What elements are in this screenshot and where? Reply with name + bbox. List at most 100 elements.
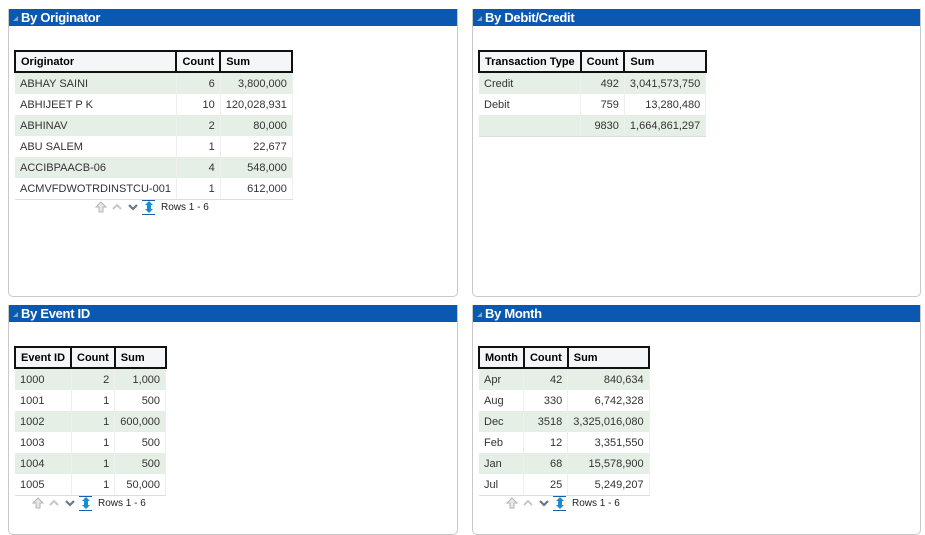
- cell-month: Apr: [479, 368, 525, 390]
- cell-count: 10: [176, 94, 221, 115]
- table-row: Aug 330 6,742,328: [479, 390, 650, 411]
- column-header-count[interactable]: Count: [579, 50, 626, 73]
- originator-table: Originator Count Sum ABHAY SAINI 6 3,800,0…: [13, 50, 294, 200]
- cell-count: 1: [176, 178, 221, 200]
- cell-sum: 3,800,000: [220, 72, 293, 94]
- panel-by-originator: By Originator Originator Count Sum ABHAY…: [8, 9, 458, 297]
- cell-month: Aug: [479, 390, 525, 411]
- column-header-count[interactable]: Count: [175, 50, 222, 73]
- panel-by-debit-credit: By Debit/Credit Transaction Type Count S…: [472, 9, 921, 297]
- table-row: 1001 1 500: [15, 390, 167, 411]
- cell-sum: 1,000: [114, 368, 167, 390]
- cell-count: 12: [523, 432, 569, 453]
- panel-title: By Month: [485, 306, 542, 321]
- next-page-icon[interactable]: [537, 497, 550, 510]
- cell-event-id: 1005: [15, 474, 72, 496]
- cell-count: 1: [176, 136, 221, 157]
- cell-count: 2: [71, 368, 116, 390]
- first-page-icon[interactable]: [31, 497, 44, 510]
- cell-count: 492: [580, 72, 625, 94]
- cell-sum: 3,351,550: [567, 432, 650, 453]
- cell-count: 1: [71, 453, 116, 474]
- table-row: ABHIJEET P K 10 120,028,931: [15, 94, 293, 115]
- table-row: ABHINAV 2 80,000: [15, 115, 293, 136]
- cell-sum: 15,578,900: [567, 453, 650, 474]
- cell-sum: 600,000: [114, 411, 167, 432]
- panel-title: By Debit/Credit: [485, 10, 575, 25]
- show-all-rows-icon[interactable]: [553, 495, 566, 511]
- cell-sum: 840,634: [567, 368, 650, 390]
- cell-sum: 3,325,016,080: [567, 411, 650, 432]
- next-page-icon[interactable]: [63, 497, 76, 510]
- panel-header-event-id[interactable]: By Event ID: [9, 305, 457, 322]
- column-header-month[interactable]: Month: [478, 346, 525, 369]
- next-page-icon[interactable]: [126, 201, 139, 214]
- cell-sum: 50,000: [114, 474, 167, 496]
- cell-count: 42: [523, 368, 569, 390]
- table-header-row: Event ID Count Sum: [13, 346, 167, 369]
- table-row: 1000 2 1,000: [15, 368, 167, 390]
- cell-sum: 500: [114, 453, 167, 474]
- cell-sum: 22,677: [220, 136, 293, 157]
- column-header-count[interactable]: Count: [522, 346, 569, 369]
- cell-event-id: 1003: [15, 432, 72, 453]
- cell-originator: ABHINAV: [15, 115, 177, 136]
- previous-page-icon[interactable]: [110, 201, 123, 214]
- table-header-row: Month Count Sum: [478, 346, 651, 369]
- cell-originator: ABU SALEM: [15, 136, 177, 157]
- first-page-icon[interactable]: [505, 497, 518, 510]
- cell-sum: 3,041,573,750: [624, 72, 707, 94]
- cell-month: Jul: [479, 474, 525, 496]
- collapse-triangle-icon[interactable]: [13, 312, 18, 317]
- panel-header-month[interactable]: By Month: [473, 305, 920, 322]
- table-row: Jan 68 15,578,900: [479, 453, 650, 474]
- cell-month: Jan: [479, 453, 525, 474]
- column-header-sum[interactable]: Sum: [623, 50, 707, 73]
- column-header-event-id[interactable]: Event ID: [13, 346, 73, 369]
- cell-sum: 500: [114, 390, 167, 411]
- cell-month: Dec: [479, 411, 525, 432]
- cell-sum: 120,028,931: [220, 94, 293, 115]
- table-row: ACMVFDWOTRDINSTCU-001 1 612,000: [15, 178, 293, 200]
- cell-originator: ABHIJEET P K: [15, 94, 177, 115]
- debit-credit-table: Transaction Type Count Sum Credit 492 3,04…: [478, 50, 707, 137]
- table-row: 1004 1 500: [15, 453, 167, 474]
- column-header-sum[interactable]: Sum: [566, 346, 651, 369]
- collapse-triangle-icon[interactable]: [13, 16, 18, 21]
- collapse-triangle-icon[interactable]: [477, 312, 482, 317]
- cell-count: 330: [523, 390, 569, 411]
- previous-page-icon[interactable]: [47, 497, 60, 510]
- cell-count: 1: [71, 411, 116, 432]
- table-row: 1005 1 50,000: [15, 474, 167, 496]
- panel-title: By Event ID: [21, 306, 90, 321]
- cell-month: Feb: [479, 432, 525, 453]
- cell-originator: ACMVFDWOTRDINSTCU-001: [15, 178, 177, 200]
- previous-page-icon[interactable]: [521, 497, 534, 510]
- show-all-rows-icon[interactable]: [79, 495, 92, 511]
- column-header-count[interactable]: Count: [70, 346, 116, 369]
- cell-sum: 612,000: [220, 178, 293, 200]
- column-header-transaction-type[interactable]: Transaction Type: [478, 50, 582, 73]
- cell-transaction-type: [479, 115, 582, 137]
- event-id-table: Event ID Count Sum 1000 2 1,000 1001 1 500 1…: [13, 346, 167, 496]
- cell-event-id: 1000: [15, 368, 72, 390]
- pager-month: Rows 1 - 6: [505, 495, 620, 511]
- first-page-icon[interactable]: [94, 201, 107, 214]
- cell-sum: 548,000: [220, 157, 293, 178]
- panel-header-originator[interactable]: By Originator: [9, 9, 457, 26]
- cell-count: 759: [580, 94, 625, 115]
- column-header-sum[interactable]: Sum: [219, 50, 294, 73]
- cell-sum: 1,664,861,297: [624, 115, 707, 137]
- table-header-row: Transaction Type Count Sum: [478, 50, 707, 73]
- column-header-originator[interactable]: Originator: [13, 50, 178, 73]
- column-header-sum[interactable]: Sum: [113, 346, 167, 369]
- panel-header-debit-credit[interactable]: By Debit/Credit: [473, 9, 920, 26]
- table-row: Credit 492 3,041,573,750: [479, 72, 707, 94]
- rows-range-label: Rows 1 - 6: [572, 497, 620, 509]
- show-all-rows-icon[interactable]: [142, 199, 155, 215]
- cell-sum: 13,280,480: [624, 94, 707, 115]
- table-header-row: Originator Count Sum: [13, 50, 294, 73]
- month-table: Month Count Sum Apr 42 840,634 Aug 330 6,742…: [478, 346, 651, 496]
- cell-sum: 500: [114, 432, 167, 453]
- collapse-triangle-icon[interactable]: [477, 16, 482, 21]
